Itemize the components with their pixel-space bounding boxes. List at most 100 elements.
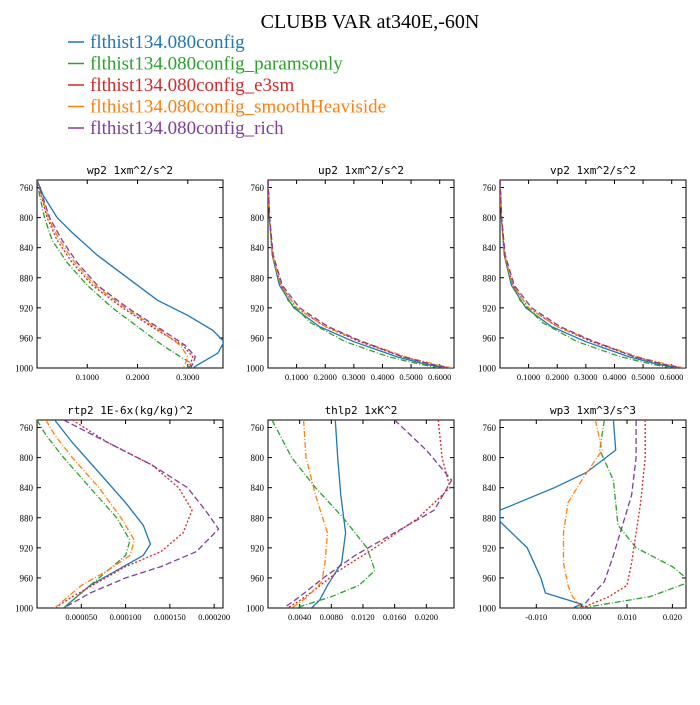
y-tick-label: 1000 xyxy=(15,364,34,374)
y-tick-label: 840 xyxy=(20,483,34,493)
x-tick-label: 0.6000 xyxy=(660,372,683,382)
x-tick-label: 0.000 xyxy=(572,612,591,622)
series-line xyxy=(500,420,617,608)
y-tick-label: 880 xyxy=(251,513,265,523)
legend-item: flthist134.080config_smoothHeaviside xyxy=(68,97,386,118)
y-tick-label: 760 xyxy=(20,423,34,433)
y-tick-label: 960 xyxy=(251,573,265,583)
x-tick-label: 0.020 xyxy=(663,612,682,622)
x-tick-label: 0.000100 xyxy=(110,612,142,622)
x-tick-label: 0.0200 xyxy=(415,612,438,622)
series-line xyxy=(581,420,637,608)
series-line xyxy=(581,420,686,608)
series-line xyxy=(268,180,449,368)
series-line xyxy=(500,180,672,368)
x-tick-label: 0.2000 xyxy=(314,372,337,382)
y-tick-label: 800 xyxy=(251,453,265,463)
y-tick-label: 960 xyxy=(483,333,497,343)
subplot-2: up2 1xm^2/s^2 760 800 840 880 920 960 1000 0.100… xyxy=(246,164,455,382)
series-line xyxy=(37,180,194,368)
x-tick-label: 0.6000 xyxy=(428,372,451,382)
y-tick-label: 760 xyxy=(251,183,265,193)
series-line xyxy=(268,180,440,368)
legend-item: flthist134.080config_paramsonly xyxy=(68,54,343,75)
x-tick-label: 0.1000 xyxy=(76,372,99,382)
figure-title: CLUBB VAR at340E,-60N xyxy=(261,11,480,33)
y-tick-label: 760 xyxy=(20,183,34,193)
x-tick-label: 0.0040 xyxy=(288,612,311,622)
x-tick-label: 0.3000 xyxy=(176,372,199,382)
series-line xyxy=(562,420,603,608)
series-line xyxy=(54,420,193,608)
y-tick-label: 800 xyxy=(20,453,34,463)
series-line xyxy=(37,180,194,368)
x-tick-label: 0.4000 xyxy=(371,372,394,382)
legend-label: flthist134.080config_e3sm xyxy=(90,75,294,96)
x-tick-label: 0.4000 xyxy=(603,372,626,382)
y-tick-label: 760 xyxy=(251,423,265,433)
subplot-title: up2 1xm^2/s^2 xyxy=(318,164,404,177)
series-line xyxy=(63,420,220,608)
y-tick-label: 960 xyxy=(20,573,34,583)
y-tick-label: 880 xyxy=(20,513,34,523)
y-tick-label: 840 xyxy=(483,243,497,253)
x-tick-label: 0.2000 xyxy=(546,372,569,382)
y-tick-label: 920 xyxy=(251,303,265,313)
subplot-5: thlp2 1xK^2 760 800 840 880 920 960 1000 0.0040 0… xyxy=(246,404,455,622)
series-line xyxy=(37,180,197,368)
x-tick-label: 0.010 xyxy=(617,612,636,622)
x-tick-label: -0.010 xyxy=(525,612,547,622)
y-tick-label: 1000 xyxy=(246,604,265,614)
series-line xyxy=(268,180,453,368)
legend-item: flthist134.080config_e3sm xyxy=(68,75,294,96)
y-tick-label: 840 xyxy=(251,483,265,493)
x-tick-label: 0.3000 xyxy=(574,372,597,382)
series-line xyxy=(283,420,453,608)
series-line xyxy=(291,420,329,608)
y-tick-label: 800 xyxy=(20,213,34,223)
y-tick-label: 880 xyxy=(483,513,497,523)
x-tick-label: 0.5000 xyxy=(399,372,422,382)
subplot-3: vp2 1xm^2/s^2 760 800 840 880 920 960 1000 0.100… xyxy=(478,164,687,382)
y-tick-label: 760 xyxy=(483,423,497,433)
y-tick-label: 840 xyxy=(483,483,497,493)
y-tick-label: 800 xyxy=(251,213,265,223)
series-line xyxy=(37,180,223,368)
series-line xyxy=(45,420,136,608)
series-line xyxy=(287,420,451,608)
series-line xyxy=(37,420,131,608)
y-tick-label: 960 xyxy=(251,333,265,343)
series-line xyxy=(54,420,152,608)
x-tick-label: 0.3000 xyxy=(342,372,365,382)
y-tick-label: 1000 xyxy=(478,604,497,614)
y-tick-label: 920 xyxy=(251,543,265,553)
x-tick-label: 0.1000 xyxy=(517,372,540,382)
y-tick-label: 920 xyxy=(20,303,34,313)
plot-frame xyxy=(267,179,455,369)
x-tick-label: 0.5000 xyxy=(631,372,654,382)
y-tick-label: 880 xyxy=(251,273,265,283)
x-tick-label: 0.1000 xyxy=(285,372,308,382)
subplot-1: wp2 1xm^2/s^2 760 800 840 880 920 960 1000 0.100… xyxy=(15,164,224,382)
y-tick-label: 800 xyxy=(483,453,497,463)
series-line xyxy=(311,420,347,608)
plot-frame xyxy=(499,179,687,369)
subplot-4: rtp2 1E-6x(kg/kg)^2 760 800 840 880 920 960 100… xyxy=(15,404,230,622)
legend-label: flthist134.080config_paramsonly xyxy=(90,54,343,75)
plot-frame xyxy=(499,419,687,609)
subplot-6: wp3 1xm^3/s^3 760 800 840 880 920 960 1000 -0.01… xyxy=(478,404,687,622)
subplot-title: wp2 1xm^2/s^2 xyxy=(87,164,173,177)
y-tick-label: 840 xyxy=(20,243,34,253)
x-tick-label: 0.2000 xyxy=(126,372,149,382)
series-line xyxy=(500,180,681,368)
y-tick-label: 920 xyxy=(483,543,497,553)
x-tick-label: 0.0160 xyxy=(383,612,406,622)
plot-frame xyxy=(267,419,455,609)
series-line xyxy=(37,180,189,368)
y-tick-label: 920 xyxy=(483,303,497,313)
legend-item: flthist134.080config_rich xyxy=(68,118,284,139)
subplot-title: thlp2 1xK^2 xyxy=(325,404,398,417)
y-tick-label: 1000 xyxy=(246,364,265,374)
